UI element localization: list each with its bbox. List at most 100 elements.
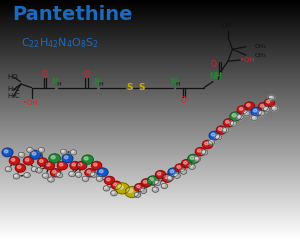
- Circle shape: [61, 150, 64, 152]
- Circle shape: [158, 172, 161, 175]
- Circle shape: [103, 186, 110, 191]
- Circle shape: [189, 164, 195, 169]
- Text: H: H: [175, 82, 180, 87]
- Text: CH₃: CH₃: [255, 44, 267, 48]
- Text: N: N: [94, 78, 100, 87]
- Circle shape: [40, 160, 43, 162]
- Circle shape: [271, 106, 278, 111]
- Circle shape: [82, 155, 93, 164]
- Circle shape: [194, 156, 201, 162]
- Circle shape: [70, 172, 72, 174]
- Circle shape: [134, 184, 145, 192]
- Text: •OH: •OH: [23, 100, 37, 106]
- Circle shape: [135, 193, 138, 195]
- Circle shape: [253, 109, 257, 112]
- Circle shape: [4, 150, 8, 153]
- Circle shape: [31, 167, 38, 172]
- Circle shape: [251, 115, 258, 121]
- Circle shape: [70, 162, 80, 170]
- Circle shape: [113, 183, 117, 186]
- Circle shape: [72, 163, 76, 166]
- Circle shape: [92, 162, 102, 170]
- Circle shape: [69, 171, 75, 177]
- Circle shape: [238, 115, 240, 117]
- Circle shape: [168, 176, 171, 178]
- Circle shape: [141, 189, 144, 191]
- Circle shape: [237, 106, 248, 114]
- Circle shape: [48, 177, 54, 182]
- Circle shape: [232, 114, 236, 117]
- Circle shape: [49, 178, 51, 180]
- Text: C$_{22}$H$_{42}$N$_{4}$O$_{8}$S$_{2}$: C$_{22}$H$_{42}$N$_{4}$O$_{8}$S$_{2}$: [21, 36, 99, 50]
- Circle shape: [134, 192, 141, 198]
- Circle shape: [182, 160, 192, 168]
- Circle shape: [182, 170, 184, 172]
- Circle shape: [161, 183, 168, 189]
- Circle shape: [209, 140, 212, 142]
- Circle shape: [258, 103, 268, 111]
- Circle shape: [239, 108, 243, 110]
- Circle shape: [17, 166, 21, 168]
- Circle shape: [208, 139, 215, 145]
- Circle shape: [57, 174, 60, 175]
- Circle shape: [224, 128, 226, 130]
- Text: S: S: [127, 83, 133, 92]
- Text: H: H: [56, 82, 61, 87]
- Circle shape: [96, 176, 103, 181]
- Circle shape: [195, 148, 206, 156]
- Circle shape: [59, 163, 63, 166]
- Circle shape: [202, 140, 213, 149]
- Circle shape: [52, 170, 56, 173]
- Text: NH: NH: [209, 72, 223, 81]
- Circle shape: [184, 161, 187, 164]
- Circle shape: [150, 178, 154, 181]
- Circle shape: [79, 163, 82, 166]
- Circle shape: [264, 108, 267, 109]
- Circle shape: [252, 116, 255, 118]
- Circle shape: [13, 174, 20, 179]
- Circle shape: [143, 180, 147, 183]
- Circle shape: [15, 164, 26, 172]
- Circle shape: [118, 185, 123, 189]
- Text: H: H: [98, 82, 103, 87]
- Circle shape: [25, 174, 27, 175]
- Circle shape: [155, 181, 158, 183]
- Circle shape: [266, 100, 270, 103]
- Circle shape: [174, 173, 180, 178]
- Circle shape: [104, 176, 115, 185]
- Circle shape: [94, 163, 97, 166]
- Text: •OH: •OH: [240, 57, 255, 63]
- Circle shape: [2, 148, 13, 157]
- Circle shape: [180, 169, 187, 174]
- Circle shape: [44, 162, 55, 170]
- Circle shape: [99, 170, 103, 173]
- Circle shape: [23, 157, 34, 165]
- Circle shape: [42, 173, 49, 178]
- Circle shape: [24, 173, 30, 178]
- Circle shape: [209, 131, 220, 140]
- Text: N: N: [170, 78, 177, 87]
- Circle shape: [75, 172, 82, 177]
- Circle shape: [71, 151, 74, 153]
- Circle shape: [269, 96, 272, 98]
- Circle shape: [260, 112, 262, 114]
- Circle shape: [125, 186, 139, 198]
- Circle shape: [128, 189, 133, 192]
- Circle shape: [9, 157, 20, 165]
- Circle shape: [26, 158, 29, 161]
- Text: O: O: [41, 70, 47, 79]
- Circle shape: [30, 150, 41, 159]
- Circle shape: [32, 168, 35, 169]
- Text: CH₃: CH₃: [255, 53, 267, 58]
- Circle shape: [153, 188, 156, 190]
- Circle shape: [201, 150, 208, 155]
- Circle shape: [106, 178, 110, 181]
- Circle shape: [11, 158, 15, 161]
- Circle shape: [226, 120, 229, 123]
- Circle shape: [155, 171, 166, 179]
- Circle shape: [218, 128, 222, 131]
- Circle shape: [111, 181, 122, 189]
- Circle shape: [152, 187, 159, 192]
- Text: Pantethine: Pantethine: [12, 5, 133, 24]
- Circle shape: [268, 95, 275, 101]
